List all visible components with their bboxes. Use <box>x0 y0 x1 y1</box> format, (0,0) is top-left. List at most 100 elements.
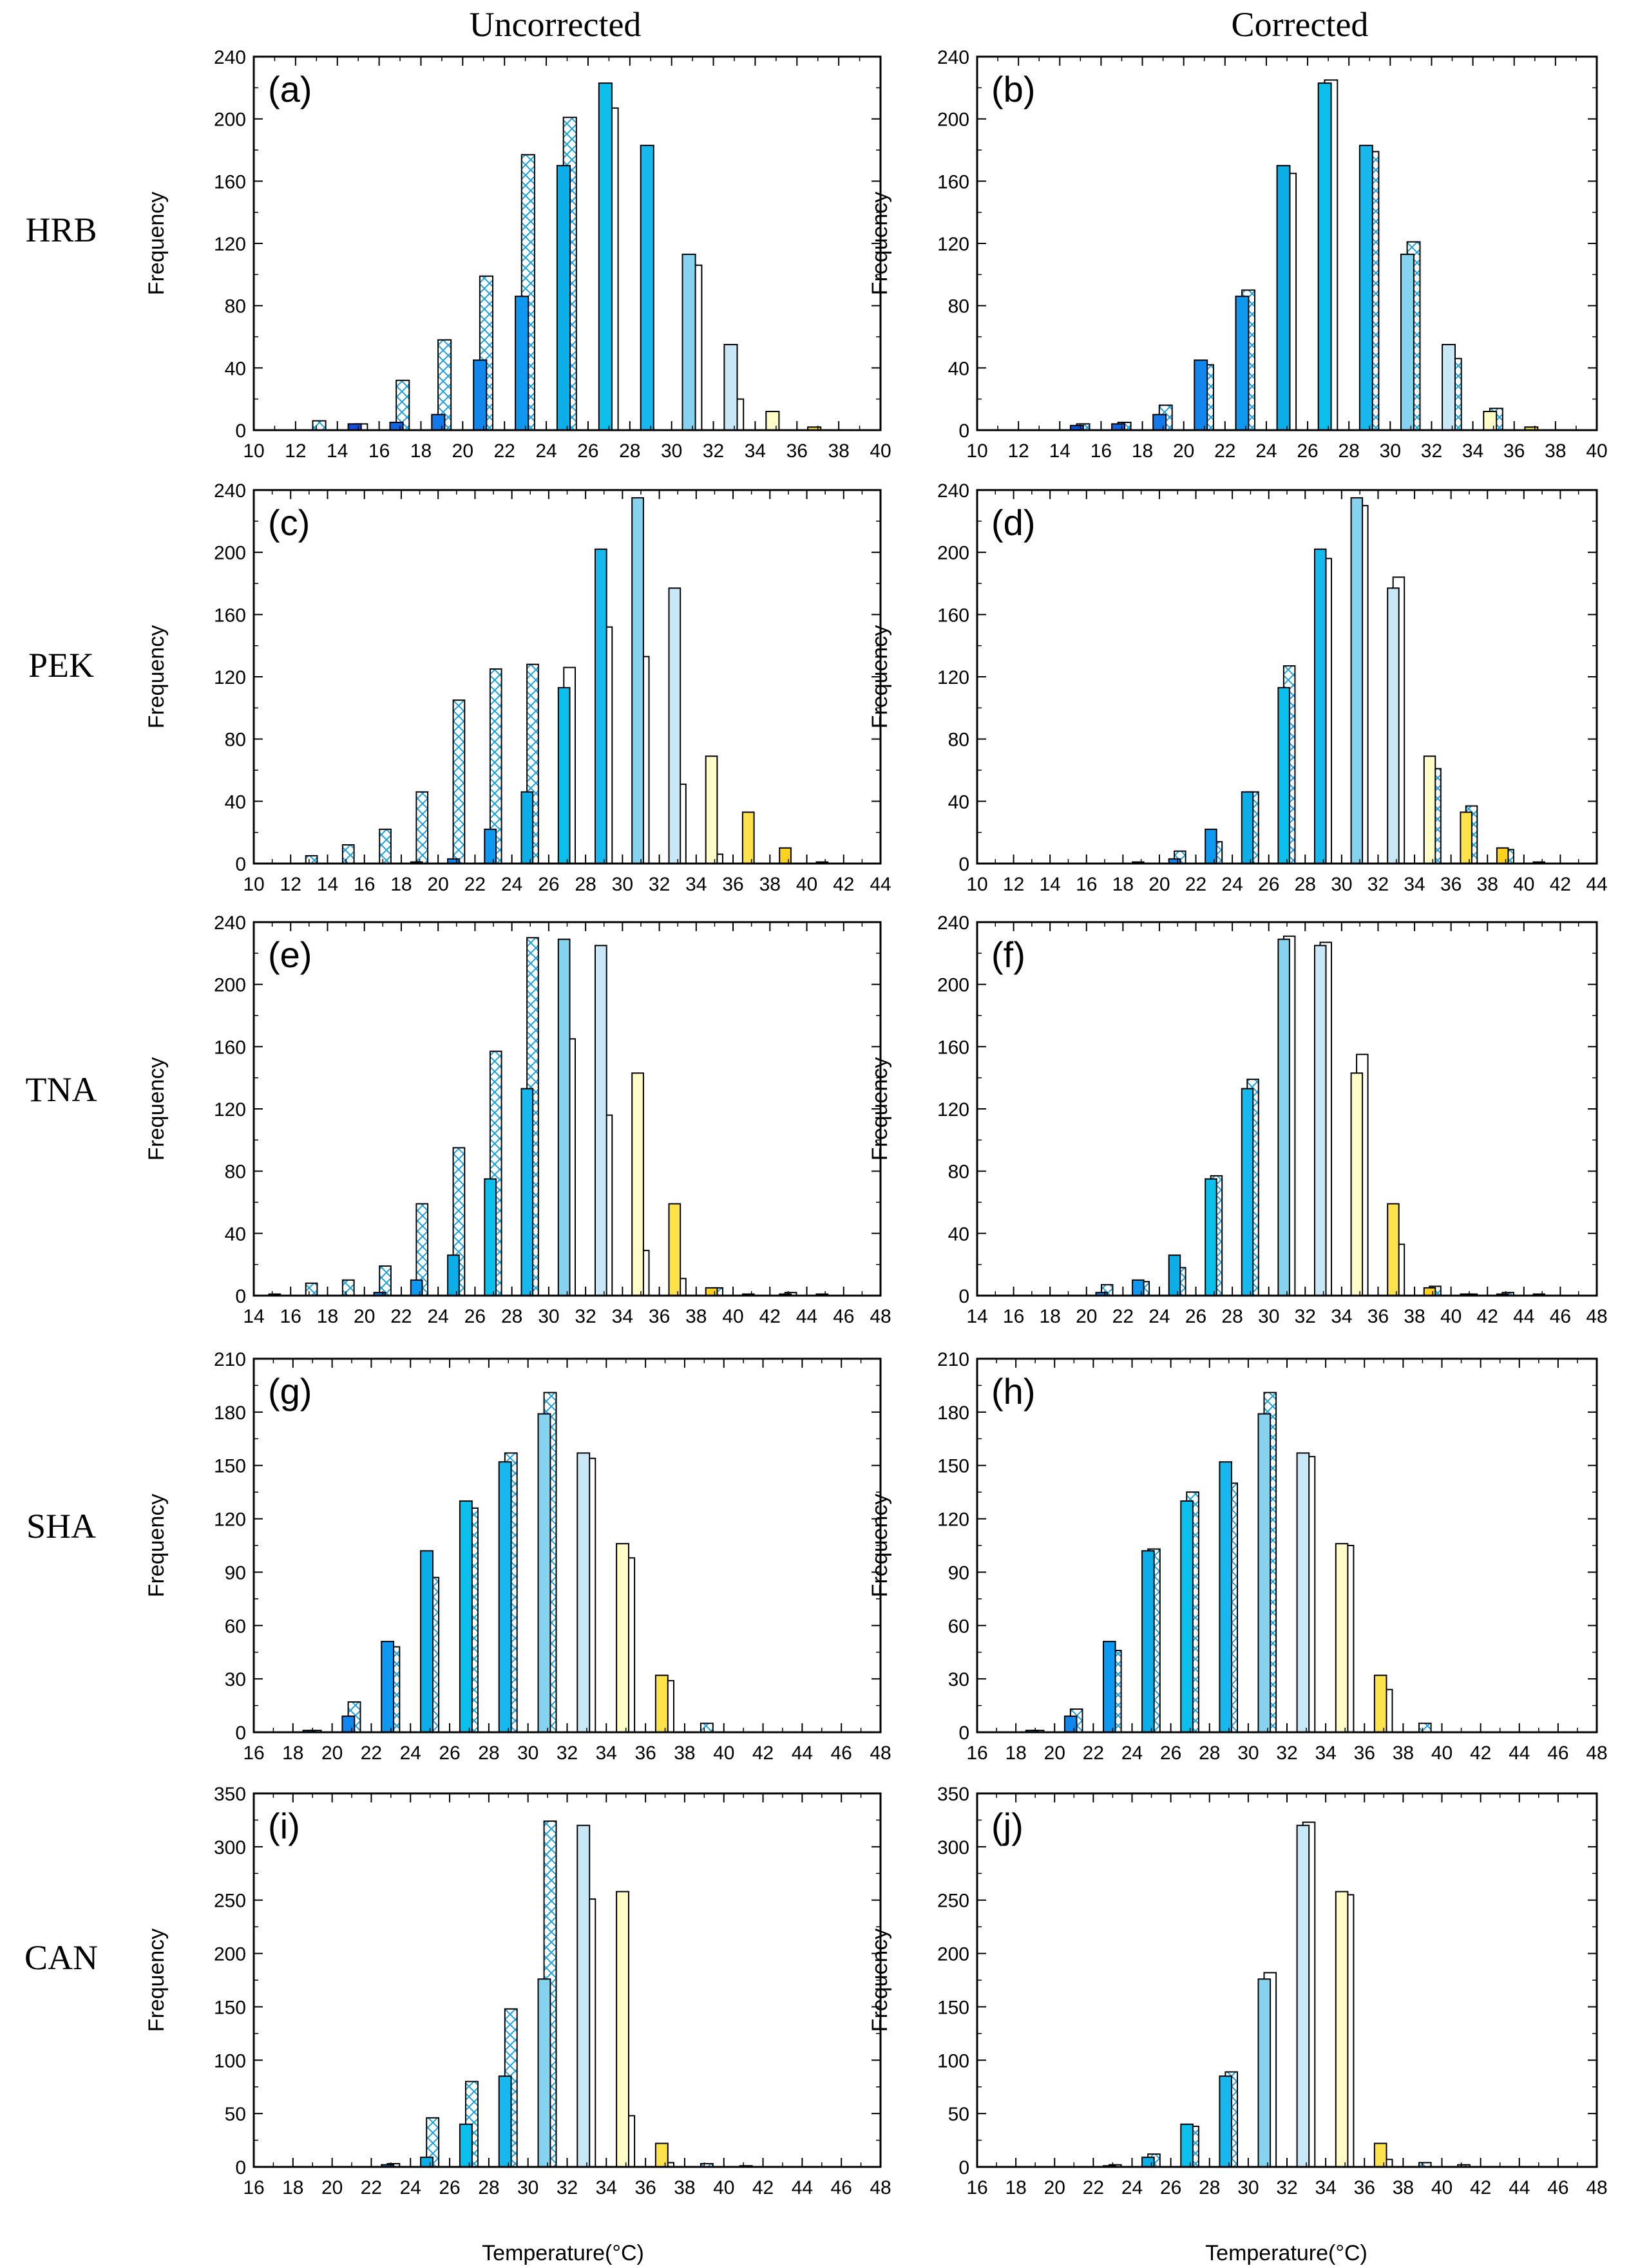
x-tick-label: 16 <box>1076 874 1097 895</box>
x-tick-label: 42 <box>759 1306 781 1327</box>
x-tick-label: 30 <box>661 440 682 462</box>
x-tick-label: 44 <box>1509 2177 1530 2198</box>
y-tick-label: 40 <box>225 1224 246 1245</box>
x-tick-label: 44 <box>792 2177 813 2198</box>
observed-bar <box>705 1287 718 1297</box>
x-tick-label: 46 <box>1550 1306 1571 1327</box>
observed-bar <box>598 82 613 431</box>
observed-bar <box>1141 2157 1155 2168</box>
x-tick-label: 32 <box>1421 440 1442 462</box>
observed-bar <box>681 253 696 431</box>
y-axis-title: Frequency <box>144 1494 169 1598</box>
x-tick-label: 36 <box>634 1743 656 1764</box>
y-tick-label: 90 <box>948 1562 969 1583</box>
x-tick-label: 18 <box>317 1306 338 1327</box>
observed-bar <box>705 755 718 865</box>
x-tick-label: 40 <box>713 2177 734 2198</box>
x-tick-label: 22 <box>1083 2177 1104 2198</box>
panel-d: 10 12 14 16 18 20 22 24 26 28 30 32 34 36 38 40 42 44 0 40 8… <box>868 480 1608 895</box>
observed-bar <box>1152 413 1167 431</box>
observed-bar <box>431 413 446 431</box>
y-tick-label: 80 <box>948 1162 969 1183</box>
y-axis-title: Frequency <box>868 625 892 729</box>
observed-bar <box>1141 1550 1155 1734</box>
x-tick-label: 44 <box>870 874 891 895</box>
x-tick-label: 26 <box>1185 1306 1206 1327</box>
x-tick-label: 28 <box>1221 1306 1243 1327</box>
y-tick-label: 200 <box>937 1944 969 1965</box>
x-tick-label: 24 <box>427 1306 448 1327</box>
x-tick-label: 48 <box>1586 1306 1607 1327</box>
y-tick-label: 120 <box>937 1509 969 1531</box>
observed-bar <box>1387 587 1400 865</box>
x-tick-label: 42 <box>752 1743 774 1764</box>
y-tick-label: 0 <box>958 1723 969 1744</box>
y-tick-label: 40 <box>948 358 969 379</box>
x-tick-label: 48 <box>870 1743 891 1764</box>
x-tick-label: 12 <box>1003 874 1024 895</box>
model-bar <box>1418 1723 1432 1733</box>
x-tick-label: 20 <box>1076 1306 1097 1327</box>
x-tick-label: 14 <box>243 1306 264 1327</box>
x-tick-label: 30 <box>1237 1743 1259 1764</box>
x-tick-label: 40 <box>1440 1306 1462 1327</box>
observed-bar <box>557 686 571 865</box>
x-tick-label: 24 <box>400 2177 421 2198</box>
x-tick-label: 22 <box>1083 1743 1104 1764</box>
observed-bar <box>1277 686 1290 865</box>
y-tick-label: 200 <box>214 109 246 131</box>
x-tick-label: 20 <box>354 1306 375 1327</box>
x-tick-label: 44 <box>1513 1306 1534 1327</box>
observed-bar <box>616 1543 629 1733</box>
x-tick-label: 18 <box>1039 1306 1060 1327</box>
plot-frame <box>252 1357 882 1734</box>
y-tick-label: 50 <box>948 2104 969 2125</box>
x-tick-label: 42 <box>752 2177 774 2198</box>
observed-bar <box>779 847 792 865</box>
x-tick-label: 22 <box>1185 874 1206 895</box>
x-tick-label: 16 <box>243 2177 264 2198</box>
x-tick-label: 10 <box>243 440 264 462</box>
x-tick-label: 18 <box>1005 2177 1026 2198</box>
x-tick-label: 42 <box>1470 2177 1491 2198</box>
observed-bar <box>1314 945 1327 1297</box>
observed-bar <box>1373 1674 1387 1734</box>
observed-bar <box>381 1641 395 1734</box>
plot-frame <box>976 1792 1598 2168</box>
observed-bar <box>484 828 497 865</box>
y-tick-label: 0 <box>958 1286 969 1307</box>
observed-bar <box>1335 1891 1349 2168</box>
x-tick-label: 28 <box>575 874 596 895</box>
panel-label: (g) <box>268 1371 312 1412</box>
observed-bar <box>420 2157 433 2168</box>
observed-bar <box>556 165 571 431</box>
observed-bar <box>1276 165 1291 431</box>
x-tick-label: 34 <box>596 2177 617 2198</box>
y-tick-label: 200 <box>937 109 969 131</box>
x-tick-label: 38 <box>674 2177 695 2198</box>
x-tick-label: 24 <box>535 440 557 462</box>
y-tick-label: 40 <box>948 791 969 813</box>
observed-bar <box>473 359 488 431</box>
panel-g: 16 18 20 22 24 26 28 30 32 34 36 38 40 42 44 46 48 0 30 60 9… <box>144 1349 891 1764</box>
y-tick-label: 80 <box>225 1162 246 1183</box>
observed-bar <box>595 548 607 864</box>
x-tick-label: 14 <box>317 874 338 895</box>
x-tick-label: 22 <box>464 874 486 895</box>
x-tick-label: 30 <box>612 874 633 895</box>
x-tick-label: 12 <box>280 874 301 895</box>
observed-bar <box>1350 497 1364 864</box>
y-tick-label: 160 <box>937 171 969 193</box>
x-tick-label: 36 <box>649 1306 670 1327</box>
x-tick-label: 10 <box>966 440 987 462</box>
x-tick-label: 24 <box>1121 2177 1143 2198</box>
y-tick-label: 150 <box>214 1997 246 2018</box>
observed-bar <box>1168 1254 1181 1296</box>
x-tick-label: 28 <box>1199 1743 1220 1764</box>
observed-bar <box>1442 344 1456 431</box>
x-tick-label: 20 <box>452 440 473 462</box>
model-bar <box>452 699 466 865</box>
y-tick-label: 250 <box>937 1891 969 1912</box>
x-tick-label: 16 <box>966 2177 987 2198</box>
